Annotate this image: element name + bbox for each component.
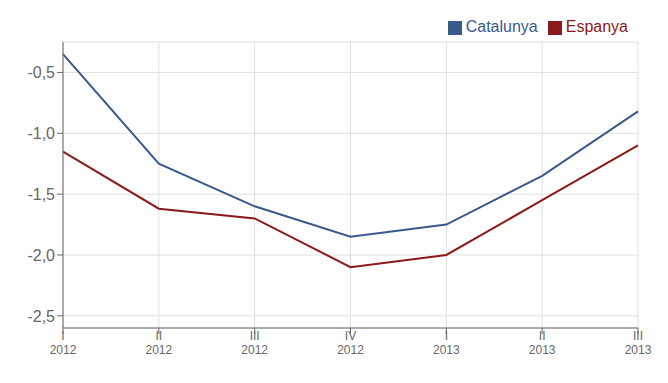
svg-text:-1,0: -1,0 bbox=[27, 125, 55, 142]
svg-text:-1,5: -1,5 bbox=[27, 186, 55, 203]
html-text:Catalunya: Catalunya bbox=[465, 18, 538, 35]
svg-text:I2013: I2013 bbox=[433, 329, 460, 357]
html-text:Espanya: Espanya bbox=[565, 18, 628, 35]
svg-text:-2,0: -2,0 bbox=[27, 247, 55, 264]
svg-text:II2013: II2013 bbox=[529, 329, 556, 357]
svg-text:II2012: II2012 bbox=[145, 329, 172, 357]
svg-text:I2012: I2012 bbox=[50, 329, 77, 357]
svg-text:IV2012: IV2012 bbox=[337, 329, 364, 357]
svg-text:-2,5: -2,5 bbox=[27, 308, 55, 325]
svg-text:III2013: III2013 bbox=[625, 329, 652, 357]
svg-text:III2012: III2012 bbox=[241, 329, 268, 357]
svg-text:-0,5: -0,5 bbox=[27, 64, 55, 81]
